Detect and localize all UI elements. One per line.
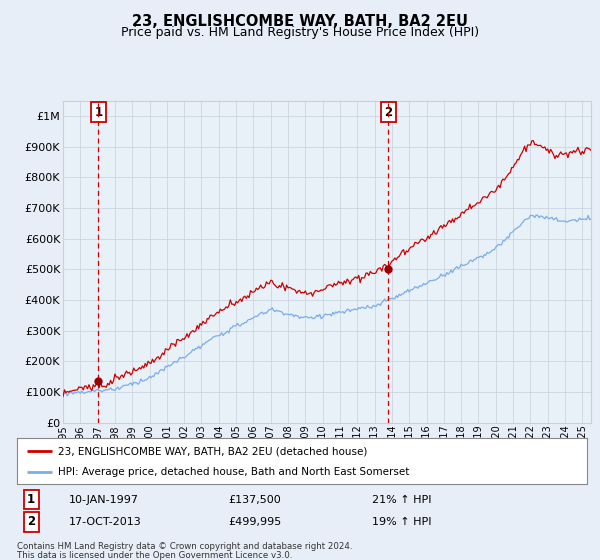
Text: HPI: Average price, detached house, Bath and North East Somerset: HPI: Average price, detached house, Bath… xyxy=(58,466,409,477)
Text: This data is licensed under the Open Government Licence v3.0.: This data is licensed under the Open Gov… xyxy=(17,551,292,560)
Text: 17-OCT-2013: 17-OCT-2013 xyxy=(69,517,142,527)
Text: Contains HM Land Registry data © Crown copyright and database right 2024.: Contains HM Land Registry data © Crown c… xyxy=(17,542,352,550)
Text: 23, ENGLISHCOMBE WAY, BATH, BA2 2EU (detached house): 23, ENGLISHCOMBE WAY, BATH, BA2 2EU (det… xyxy=(58,446,367,456)
Text: 23, ENGLISHCOMBE WAY, BATH, BA2 2EU: 23, ENGLISHCOMBE WAY, BATH, BA2 2EU xyxy=(132,14,468,29)
Text: 2: 2 xyxy=(384,106,392,119)
Text: 1: 1 xyxy=(94,106,103,119)
Text: 1: 1 xyxy=(27,493,35,506)
Text: £137,500: £137,500 xyxy=(228,494,281,505)
Text: Price paid vs. HM Land Registry's House Price Index (HPI): Price paid vs. HM Land Registry's House … xyxy=(121,26,479,39)
Text: 21% ↑ HPI: 21% ↑ HPI xyxy=(372,494,431,505)
Text: £499,995: £499,995 xyxy=(228,517,281,527)
Text: 19% ↑ HPI: 19% ↑ HPI xyxy=(372,517,431,527)
Text: 2: 2 xyxy=(27,515,35,529)
Text: 10-JAN-1997: 10-JAN-1997 xyxy=(69,494,139,505)
